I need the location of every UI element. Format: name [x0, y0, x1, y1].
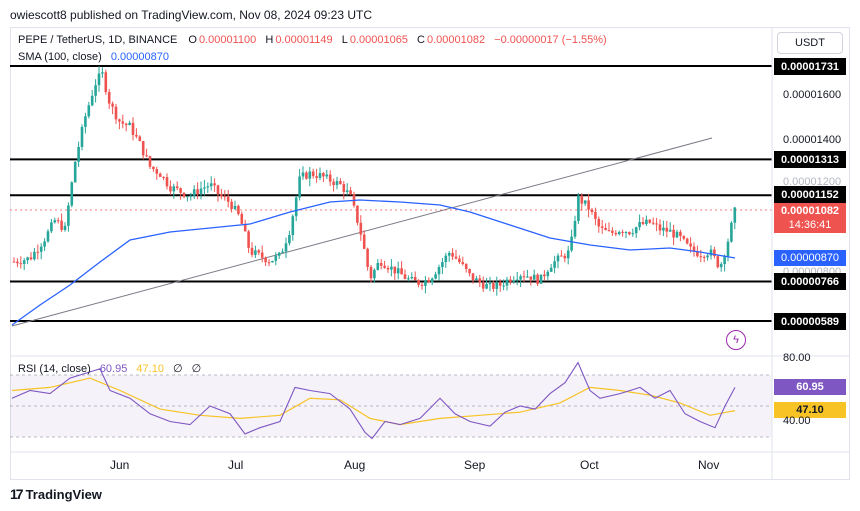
chart-frame [10, 27, 850, 480]
rsi-extra-2: ∅ [191, 363, 202, 375]
currency-button[interactable]: USDT [777, 32, 843, 54]
high-value: 0.00001149 [275, 34, 333, 46]
low-label: L [341, 34, 348, 46]
open-value: 0.00001100 [198, 34, 257, 46]
rsi-value: 60.95 [99, 363, 128, 375]
close-value: 0.00001082 [426, 34, 486, 46]
sma-label: SMA (100, close) [18, 51, 102, 63]
high-label: H [265, 34, 274, 46]
symbol-legend: PEPE / TetherUS, 1D, BINANCE O 0.00001100… [18, 34, 609, 46]
low-value: 0.00001065 [349, 34, 408, 46]
tradingview-logo-icon: 17 [10, 486, 24, 502]
symbol-name[interactable]: PEPE / TetherUS, 1D, BINANCE [18, 34, 178, 46]
change-value: −0.00000017 (−1.55%) [494, 34, 607, 46]
lightning-icon[interactable]: ϟ [726, 330, 746, 350]
rsi-ma-value: 47.10 [136, 363, 164, 375]
footer-brand-label: TradingView [25, 486, 102, 502]
sma-legend[interactable]: SMA (100, close) 0.00000870 [18, 51, 171, 63]
rsi-legend[interactable]: RSI (14, close) 60.95 47.10 ∅ ∅ [18, 362, 203, 375]
publisher-line: owiescott8 published on TradingView.com,… [10, 8, 372, 22]
open-label: O [188, 34, 197, 46]
rsi-extra-1: ∅ [173, 363, 183, 375]
rsi-label: RSI (14, close) [18, 363, 91, 375]
footer-brand[interactable]: 17 TradingView [10, 486, 102, 502]
sma-value: 0.00000870 [110, 51, 169, 63]
close-label: C [417, 34, 425, 46]
